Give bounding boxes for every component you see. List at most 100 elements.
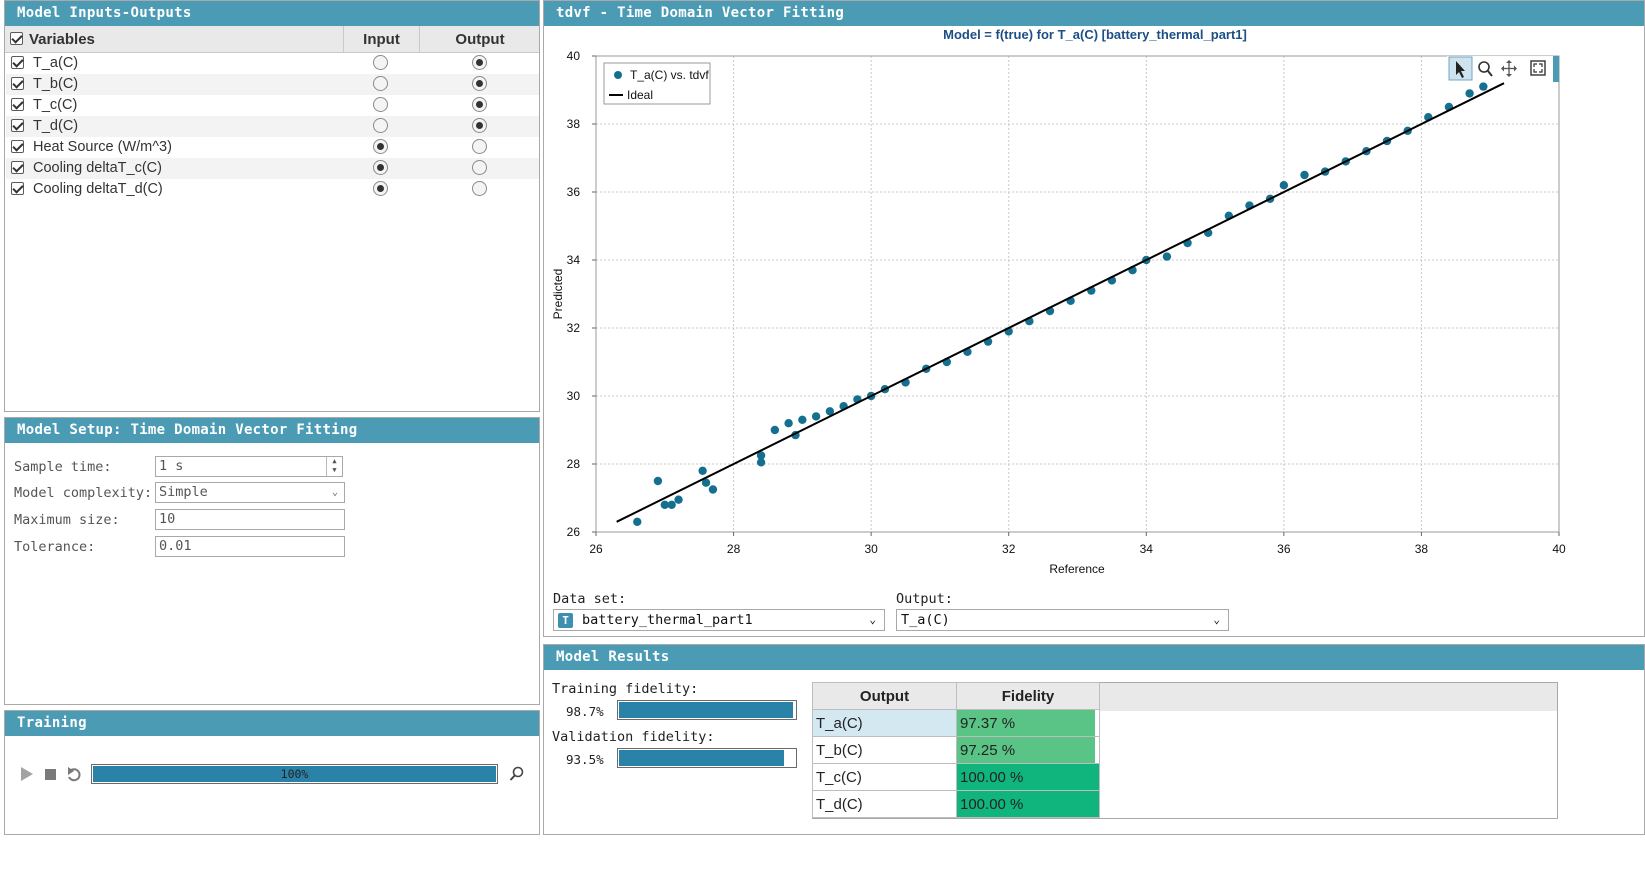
model-complexity-select[interactable]: Simple ⌄ — [155, 482, 345, 503]
input-radio[interactable] — [373, 76, 388, 91]
training-panel: Training 100% — [4, 710, 540, 835]
output-radio[interactable] — [472, 97, 487, 112]
scatter-point — [698, 466, 707, 475]
tolerance-field[interactable]: 0.01 — [155, 536, 345, 557]
pan-icon[interactable] — [1501, 60, 1517, 77]
output-column-header[interactable]: Output — [420, 26, 539, 53]
training-progress-fill — [93, 766, 496, 782]
output-radio[interactable] — [472, 76, 487, 91]
output-cell[interactable]: T_b(C) — [812, 736, 957, 764]
scatter-point — [1279, 181, 1289, 190]
zoom-icon[interactable] — [1478, 61, 1493, 77]
stop-icon[interactable] — [45, 769, 56, 780]
input-radio[interactable] — [373, 181, 388, 196]
output-cell[interactable]: T_c(C) — [812, 763, 957, 791]
sample-time-field[interactable]: 1 s ▲ ▼ — [155, 456, 343, 477]
scatter-point — [756, 458, 766, 467]
scatter-point — [633, 517, 642, 526]
output-cell[interactable]: T_a(C) — [812, 709, 957, 737]
training-fidelity-bar — [617, 700, 797, 720]
model-setup-title: Model Setup: Time Domain Vector Fitting — [5, 418, 539, 443]
variable-row[interactable]: Cooling deltaT_d(C) — [6, 179, 539, 200]
output-radio[interactable] — [472, 55, 487, 70]
fidelity-column-header[interactable]: Fidelity — [956, 682, 1100, 710]
scatter-point — [674, 495, 683, 504]
variable-checkbox[interactable] — [11, 161, 24, 174]
fidelity-value: 97.25 % — [960, 741, 1016, 759]
output-cell[interactable]: T_d(C) — [812, 790, 957, 818]
variable-row[interactable]: T_d(C) — [6, 116, 539, 137]
variable-row[interactable]: Heat Source (W/m^3) — [6, 137, 539, 158]
model-setup-panel: Model Setup: Time Domain Vector Fitting … — [4, 417, 540, 705]
select-all-checkbox[interactable] — [10, 32, 23, 45]
dataset-table-icon: T — [558, 613, 573, 628]
table-row[interactable]: T_c(C) 100.00 % — [812, 763, 1100, 791]
fidelity-bar — [957, 791, 1099, 817]
output-radio[interactable] — [472, 118, 487, 133]
plot-panel-title: tdvf - Time Domain Vector Fitting — [544, 1, 1644, 26]
variable-name: T_c(C) — [33, 97, 78, 113]
variable-checkbox[interactable] — [11, 140, 24, 153]
output-select[interactable]: T_a(C) ⌄ — [896, 609, 1229, 631]
chevron-down-icon: ⌄ — [869, 613, 876, 626]
dataset-select[interactable]: T battery_thermal_part1 ⌄ — [553, 609, 885, 631]
reset-icon[interactable] — [68, 768, 81, 782]
x-tick-label: 34 — [1140, 542, 1154, 556]
x-tick-label: 38 — [1415, 542, 1429, 556]
variable-checkbox[interactable] — [11, 98, 24, 111]
input-column-header[interactable]: Input — [344, 26, 420, 53]
scatter-point — [798, 415, 807, 424]
variable-row[interactable]: T_b(C) — [6, 74, 539, 95]
variable-row[interactable]: T_a(C) — [6, 53, 539, 74]
scatter-point — [1162, 252, 1172, 261]
play-icon[interactable] — [21, 767, 33, 781]
input-radio[interactable] — [373, 118, 388, 133]
variable-row[interactable]: T_c(C) — [6, 95, 539, 116]
output-label: Output: — [896, 591, 953, 607]
dataset-label: Data set: — [553, 591, 627, 607]
input-radio[interactable] — [373, 139, 388, 154]
variables-column-header[interactable]: Variables — [5, 26, 344, 53]
scatter-chart[interactable]: 26 28 30 32 34 36 38 40 26 28 30 32 34 36 38 40 Referen… — [544, 1, 1645, 591]
variable-name: T_b(C) — [33, 76, 79, 92]
fidelity-table-container: Output Fidelity T_a(C) 97.37 % T_b(C) 97.25… — [812, 682, 1558, 819]
input-radio[interactable] — [373, 55, 388, 70]
fit-view-icon[interactable] — [1530, 60, 1546, 76]
y-tick-label: 34 — [567, 253, 581, 267]
output-radio[interactable] — [472, 181, 487, 196]
training-fidelity-label: Training fidelity: — [552, 681, 699, 697]
table-row[interactable]: T_d(C) 100.00 % — [812, 790, 1100, 818]
input-radio[interactable] — [373, 160, 388, 175]
pointer-icon — [1456, 61, 1465, 78]
scatter-point — [667, 500, 676, 509]
input-radio[interactable] — [373, 97, 388, 112]
search-icon[interactable] — [509, 766, 525, 782]
variable-row[interactable]: Cooling deltaT_c(C) — [6, 158, 539, 179]
variable-name: T_d(C) — [33, 118, 79, 134]
variable-checkbox[interactable] — [11, 56, 24, 69]
chart-legend: T_a(C) vs. tdvf Ideal — [603, 62, 711, 105]
sample-time-spinner[interactable]: ▲ ▼ — [326, 457, 342, 476]
fidelity-table: Output Fidelity T_a(C) 97.37 % T_b(C) 97.25… — [812, 682, 1100, 818]
training-progress-text: 100% — [280, 767, 309, 781]
output-radio[interactable] — [472, 139, 487, 154]
x-tick-label: 36 — [1277, 542, 1291, 556]
output-column-header[interactable]: Output — [812, 682, 957, 710]
variable-checkbox[interactable] — [11, 119, 24, 132]
table-row[interactable]: T_a(C) 97.37 % — [812, 709, 1100, 737]
scatter-point — [1479, 82, 1488, 91]
x-tick-label: 30 — [864, 542, 878, 556]
scatter-point — [770, 425, 780, 435]
inputs-outputs-panel: Model Inputs-Outputs Variables Input Out… — [4, 0, 540, 412]
variable-name: Heat Source (W/m^3) — [33, 139, 172, 155]
output-radio[interactable] — [472, 160, 487, 175]
fidelity-value: 97.37 % — [960, 714, 1016, 732]
model-results-title: Model Results — [544, 645, 1644, 670]
y-tick-label: 30 — [567, 389, 581, 403]
legend-marker-points — [614, 71, 622, 79]
variable-checkbox[interactable] — [11, 77, 24, 90]
maximum-size-field[interactable]: 10 — [155, 509, 345, 530]
variable-checkbox[interactable] — [11, 182, 24, 195]
table-row[interactable]: T_b(C) 97.25 % — [812, 736, 1100, 764]
variable-name: Cooling deltaT_d(C) — [33, 181, 163, 197]
